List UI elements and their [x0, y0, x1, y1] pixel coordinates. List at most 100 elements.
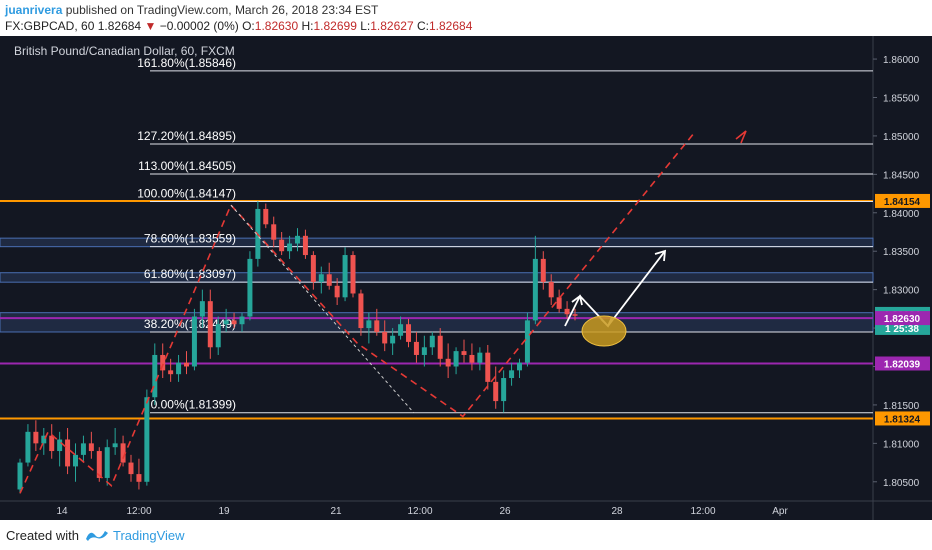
- fib-zone: [0, 272, 874, 283]
- x-tick-label: 19: [218, 506, 230, 517]
- candle: [80, 435, 86, 463]
- tradingview-brand-link[interactable]: TradingView: [113, 528, 185, 543]
- candle: [548, 274, 554, 306]
- candle-body: [485, 352, 491, 382]
- chart-panel[interactable]: British Pound/Canadian Dollar, 60, FXCM …: [0, 36, 932, 520]
- fib-level-label: 78.60%(1.83559): [144, 232, 236, 246]
- candle-body: [136, 474, 142, 482]
- candle-body: [73, 454, 78, 467]
- candle-body: [191, 316, 197, 367]
- candle-body: [572, 314, 578, 316]
- candle-body: [318, 274, 324, 282]
- x-tick-label: 12:00: [126, 506, 151, 517]
- projection-lines[interactable]: [19, 131, 696, 494]
- change-value: −0.00002 (0%): [159, 19, 239, 33]
- horizontal-lines: [0, 199, 873, 420]
- fib-level-label: 38.20%(1.82449): [144, 317, 236, 331]
- candle-body: [461, 351, 467, 355]
- candle: [517, 358, 522, 379]
- candle-body: [287, 243, 293, 252]
- price-badge-bg: [875, 356, 930, 371]
- author-link[interactable]: juanrivera: [5, 3, 63, 17]
- candle: [247, 251, 253, 321]
- candle-body: [65, 439, 71, 467]
- candle-body: [25, 431, 31, 463]
- candle: [41, 427, 47, 455]
- high-label: H:: [301, 19, 314, 33]
- candle: [295, 228, 300, 252]
- candle: [17, 458, 23, 494]
- candle-body: [231, 320, 237, 325]
- candle: [215, 316, 221, 355]
- tradingview-logo-icon[interactable]: [84, 526, 110, 544]
- candle: [540, 251, 546, 290]
- candle: [25, 424, 31, 467]
- y-tick-label: 1.85000: [883, 132, 920, 143]
- candle-body: [199, 301, 205, 317]
- candle: [318, 266, 324, 294]
- candle: [509, 362, 515, 386]
- white-arrowhead-icon: [571, 294, 583, 306]
- candle: [152, 343, 158, 405]
- ohlc-line: FX:GBPCAD, 60 1.82684 ▼ −0.00002 (0%) O:…: [5, 19, 472, 33]
- price-badge-bg: [875, 311, 930, 326]
- x-tick-label: 21: [330, 506, 342, 517]
- candle-body: [556, 297, 562, 309]
- price-chart[interactable]: British Pound/Canadian Dollar, 60, FXCM …: [0, 36, 932, 520]
- y-tick-label: 1.84500: [883, 170, 920, 181]
- candle-body: [207, 301, 213, 348]
- candle: [73, 443, 78, 482]
- fib-level-label: 61.80%(1.83097): [144, 267, 236, 281]
- candle-body: [104, 447, 110, 478]
- candle: [176, 354, 182, 382]
- candle-body: [33, 431, 39, 444]
- candle: [501, 370, 507, 413]
- candle-body: [160, 354, 166, 371]
- low-label: L:: [360, 19, 371, 33]
- price-badge-bg: [875, 193, 930, 208]
- white-projection-path[interactable]: [564, 250, 666, 328]
- candle: [564, 301, 570, 319]
- candle-body: [374, 320, 380, 332]
- highlight-ellipse[interactable]: [581, 315, 627, 347]
- candle-body: [429, 335, 435, 348]
- candle: [144, 389, 150, 486]
- close-value: 1.82684: [428, 19, 473, 33]
- candle-body: [421, 347, 427, 355]
- annotations[interactable]: [564, 130, 747, 347]
- candle: [65, 427, 71, 475]
- candle-body: [88, 443, 94, 452]
- publish-info: published on TradingView.com, March 26, …: [65, 3, 379, 17]
- projection-dashed-red[interactable]: [19, 131, 696, 494]
- y-tick-label: 1.86000: [883, 55, 920, 66]
- y-tick-label: 1.83000: [883, 286, 920, 297]
- candle: [88, 431, 94, 459]
- chart-header: juanrivera published on TradingView.com,…: [0, 0, 932, 36]
- candle-body: [445, 358, 451, 367]
- candle: [120, 435, 126, 467]
- candle: [49, 424, 55, 459]
- price-badge-bg: [875, 411, 930, 426]
- candle-body: [152, 354, 158, 398]
- candle-body: [469, 354, 475, 363]
- candle-body: [548, 281, 554, 298]
- y-tick-label: 1.85500: [883, 93, 920, 104]
- time-axis[interactable]: 14 12:00 19 21 12:00 26 28 12:00 Apr: [56, 506, 788, 517]
- fib-level-label: 113.00%(1.84505): [138, 159, 236, 173]
- candle-body: [49, 435, 55, 452]
- fib-zone: [0, 237, 874, 248]
- candle-body: [295, 235, 300, 244]
- fibonacci-levels[interactable]: 161.80%(1.85846) 127.20%(1.84895) 113.00%(…: [137, 56, 873, 414]
- candle-body: [57, 439, 63, 452]
- candle: [168, 358, 174, 382]
- candle: [207, 289, 213, 359]
- x-tick-label: 14: [56, 506, 68, 517]
- candle-body: [350, 255, 356, 294]
- candle-body: [477, 352, 483, 363]
- candle-body: [501, 378, 507, 402]
- chart-title: British Pound/Canadian Dollar, 60, FXCM: [14, 44, 235, 58]
- candle: [421, 335, 427, 367]
- open-value: 1.82630: [254, 19, 299, 33]
- projection-dashed-white[interactable]: [230, 204, 415, 413]
